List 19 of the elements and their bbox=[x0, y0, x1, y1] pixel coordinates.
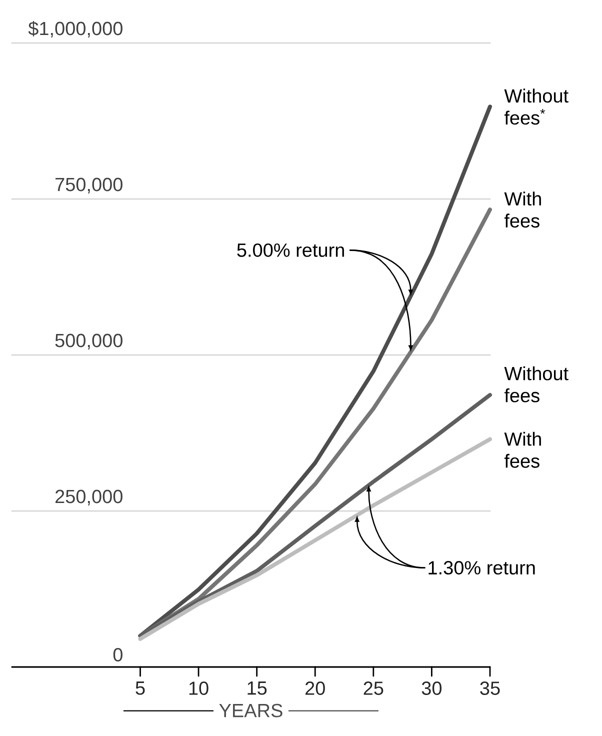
x-tick-label: 15 bbox=[248, 682, 267, 695]
series-label: Without fees$^{*}$ bbox=[504, 88, 568, 125]
annotation: 1.30% return bbox=[428, 561, 535, 575]
x-tick-label: 20 bbox=[306, 682, 325, 695]
x-tick-label: 35 bbox=[480, 682, 500, 695]
x-axis-title: YEARS bbox=[219, 704, 282, 718]
y-tick-label: $1,000,000 bbox=[28, 20, 122, 38]
y-tick-label: 250,000 bbox=[56, 490, 122, 506]
x-tick-label: 25 bbox=[364, 682, 384, 695]
y-tick-label: 500,000 bbox=[55, 334, 122, 350]
x-tick-label: 30 bbox=[422, 682, 442, 695]
series-label: With fees bbox=[504, 192, 541, 228]
series-label: With fees bbox=[504, 432, 541, 468]
y-tick-label: 0 bbox=[113, 648, 122, 662]
x-tick-label: 5 bbox=[136, 682, 145, 695]
x-tick-label: 10 bbox=[189, 682, 208, 695]
annotation: 5.00% return bbox=[237, 243, 344, 257]
series-label: Without fees bbox=[504, 366, 568, 402]
y-tick-label: 750,000 bbox=[56, 178, 122, 194]
